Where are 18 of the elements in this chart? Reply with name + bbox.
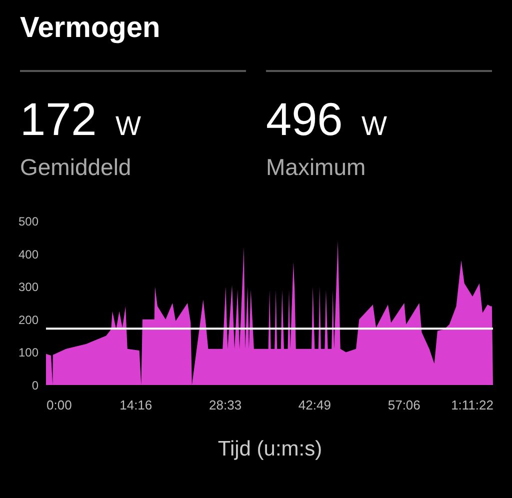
text: 172 W bbox=[20, 92, 142, 146]
text: Gemiddeld bbox=[20, 154, 132, 181]
y-tick-label: 400 bbox=[18, 247, 39, 262]
x-tick-label: 14:16 bbox=[120, 398, 152, 412]
x-tick-label: 1:11:22 bbox=[451, 398, 494, 412]
text: Maximum bbox=[266, 154, 366, 181]
x-tick-label: 28:33 bbox=[209, 398, 242, 412]
x-tick-label: 57:06 bbox=[388, 398, 420, 412]
y-tick-label: 200 bbox=[18, 312, 39, 327]
y-tick-label: 100 bbox=[18, 346, 39, 360]
y-tick-label: 500 bbox=[18, 214, 39, 228]
y-tick-label: 300 bbox=[18, 280, 39, 294]
chart-title: Vermogen bbox=[20, 12, 160, 45]
y-tick-label: 0 bbox=[32, 378, 39, 392]
text: 496 W bbox=[266, 92, 388, 146]
x-axis-title: Tijd (u:m:s) bbox=[218, 438, 322, 460]
x-tick-label: 0:00 bbox=[46, 398, 72, 412]
x-tick-label: 42:49 bbox=[298, 398, 331, 412]
